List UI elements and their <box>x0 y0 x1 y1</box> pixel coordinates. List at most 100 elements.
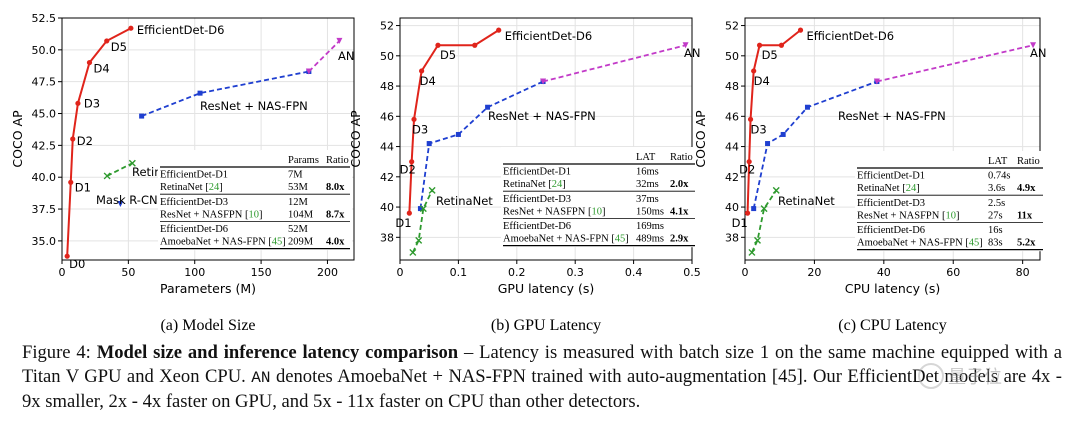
data-point <box>804 104 810 110</box>
point-label: D4 <box>754 74 770 88</box>
series-line <box>542 44 686 83</box>
figure-caption: Figure 4: Model size and inference laten… <box>22 341 1062 414</box>
ref-number: 24 <box>552 179 563 190</box>
data-point <box>496 27 502 33</box>
data-point <box>415 236 423 244</box>
y-tick-label: 42.5 <box>32 139 57 152</box>
data-point <box>417 206 423 212</box>
point-label: D3 <box>751 122 767 136</box>
x-tick-label: 0 <box>742 266 749 279</box>
data-point <box>748 248 756 256</box>
y-axis-label: COCO AP <box>693 110 708 168</box>
table-model: ResNet + NASFPN [10] <box>857 210 959 221</box>
table-model-text: RetinaNet <box>857 183 902 194</box>
y-tick-label: 45.0 <box>32 108 57 121</box>
series-retinanet <box>748 186 780 256</box>
table-value: 0.74s <box>988 171 1010 182</box>
ref-number: 45 <box>969 238 980 249</box>
label-retinanet: RetinaNet <box>436 194 493 208</box>
table-ratio: 2.9x <box>670 234 689 245</box>
table-value: 104M <box>288 209 314 220</box>
caption-bold: Model size and inference latency compari… <box>96 342 459 363</box>
data-point <box>117 200 124 207</box>
watermark-text: 量子位 <box>948 367 1002 388</box>
y-tick-label: 50 <box>725 50 739 63</box>
table-value: 12M <box>288 197 309 208</box>
point-label: D1 <box>395 216 411 230</box>
table-ratio: 8.7x <box>326 209 345 220</box>
data-point <box>682 42 689 49</box>
y-tick-label: 52 <box>380 20 394 33</box>
table-header: LAT <box>988 156 1008 167</box>
table-model: AmoebaNet + NAS-FPN [45] <box>857 238 983 249</box>
table-model: EfficientDet-D1 <box>857 171 925 182</box>
table-model-text: ResNet + NASFPN <box>503 206 588 217</box>
data-point <box>751 206 757 212</box>
ref-bracket: ] <box>625 234 629 245</box>
series-line <box>876 44 1034 83</box>
table-model: RetinaNet [24] <box>160 182 223 193</box>
table-header: Ratio <box>670 152 693 163</box>
data-point <box>797 27 804 33</box>
table-value: 7M <box>288 170 303 181</box>
watermark: 量子位 <box>918 362 1038 390</box>
table-model: AmoebaNet + NAS-FPN [45] <box>160 237 286 248</box>
y-tick-label: 52.5 <box>32 12 57 25</box>
y-tick-label: 42 <box>380 171 394 184</box>
x-tick-label: 40 <box>877 266 891 279</box>
label-retinanet: RetinaNet <box>778 194 835 208</box>
ref-bracket: [ <box>548 179 552 190</box>
table-value: 489ms <box>636 234 664 245</box>
data-point <box>419 205 427 213</box>
point-label: D3 <box>412 122 428 136</box>
ref-bracket: [ <box>902 183 906 194</box>
series-efficientdet: D1 D2 D3 D4 D5 EfficientDet-D6 <box>732 27 894 230</box>
table-value: 27s <box>988 210 1003 221</box>
point-label: D5 <box>762 48 778 62</box>
x-tick-label: 80 <box>1016 266 1030 279</box>
series-mask-r-cnn <box>117 200 124 207</box>
ref-bracket: [ <box>965 238 969 249</box>
data-point <box>128 159 136 167</box>
table-model-text: ResNet + NASFPN <box>160 209 245 220</box>
table-model: EfficientDet-D6 <box>857 225 925 236</box>
data-point <box>104 38 110 44</box>
data-point <box>765 141 771 147</box>
data-point <box>75 100 81 106</box>
chart-panel-1: 0 50 100 150 200 35.0 37.5 40.0 42.5 45.0 47.5 50.0… <box>10 12 355 334</box>
data-point <box>426 141 432 147</box>
data-point <box>1030 42 1037 49</box>
point-label: D1 <box>732 216 748 230</box>
point-label: EfficientDet-D6 <box>505 29 593 43</box>
table-value: 83s <box>988 238 1003 249</box>
data-point <box>780 131 786 137</box>
ref-bracket: [ <box>588 206 592 217</box>
data-point <box>540 78 547 85</box>
table-value: 32ms <box>636 179 659 190</box>
table-model-text: RetinaNet <box>160 182 205 193</box>
data-point <box>409 159 415 165</box>
data-point <box>336 37 343 44</box>
data-point <box>772 186 780 194</box>
data-point <box>435 42 441 48</box>
figure-4: 0 50 100 150 20035.037.540.042.545.047.550.0… <box>10 12 1046 334</box>
x-tick-label: 0.4 <box>625 266 643 279</box>
label-resnet-nasfpn: ResNet + NAS-FPN <box>838 109 946 123</box>
y-tick-label: 48 <box>380 80 394 93</box>
y-tick-label: 40 <box>380 201 394 214</box>
table-header: Ratio <box>1017 156 1040 167</box>
table-value: 3.6s <box>988 183 1005 194</box>
caption-prefix: Figure 4: <box>22 342 97 363</box>
label-an: AN <box>1030 46 1046 60</box>
label-an: AN <box>338 49 354 63</box>
data-point <box>428 186 436 194</box>
ref-bracket: [ <box>268 237 272 248</box>
ref-number: 24 <box>906 183 917 194</box>
y-tick-label: 38 <box>725 231 739 244</box>
table-header: LAT <box>636 152 656 163</box>
table-value: 209M <box>288 237 314 248</box>
label-maskrcnn: Mask R-CNN <box>96 193 166 207</box>
point-label: D0 <box>69 257 85 271</box>
data-point <box>756 42 763 48</box>
